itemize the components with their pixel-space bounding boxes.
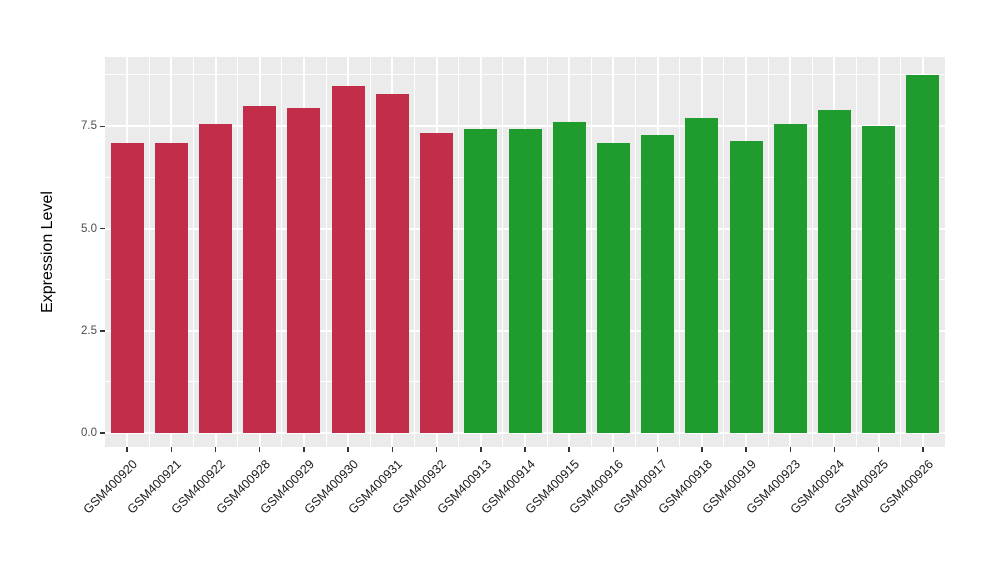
gridline-vertical-minor	[679, 57, 681, 447]
bar	[110, 142, 144, 433]
gridline-vertical-minor	[502, 57, 504, 447]
gridline-vertical-minor	[148, 57, 150, 447]
bar	[685, 118, 719, 433]
chart-panel	[105, 57, 945, 447]
gridline-vertical-minor	[237, 57, 239, 447]
gridline-vertical-minor	[767, 57, 769, 447]
gridline-vertical-minor	[723, 57, 725, 447]
bar	[729, 140, 763, 433]
x-tick-mark	[391, 447, 394, 452]
x-tick-mark	[789, 447, 791, 452]
gridline-vertical-minor	[458, 57, 460, 447]
x-tick-mark	[745, 447, 747, 452]
y-tick-mark	[100, 227, 105, 230]
bar	[199, 124, 233, 433]
x-tick-mark	[170, 447, 173, 452]
y-tick-mark	[100, 330, 105, 332]
gridline-vertical-minor	[590, 57, 592, 447]
bar	[243, 106, 277, 433]
y-tick-mark	[100, 432, 105, 434]
bar	[641, 134, 675, 433]
bar	[906, 75, 940, 433]
x-tick-mark	[612, 447, 615, 452]
bar	[552, 122, 586, 433]
gridline-vertical-minor	[325, 57, 327, 447]
bar	[420, 132, 454, 433]
gridline-vertical-minor	[369, 57, 371, 447]
bar	[773, 124, 807, 433]
y-tick-mark	[100, 125, 105, 128]
x-tick-mark	[656, 447, 659, 452]
x-tick-mark	[435, 447, 438, 452]
x-tick-mark	[258, 447, 261, 452]
gridline-vertical-minor	[856, 57, 858, 447]
bar	[331, 85, 365, 433]
gridline-vertical-minor	[635, 57, 637, 447]
bar	[375, 93, 409, 433]
y-axis-title-text: Expression Level	[39, 191, 56, 313]
bar	[817, 110, 851, 433]
x-tick-mark	[480, 447, 482, 452]
x-tick-mark	[568, 447, 570, 452]
bar	[287, 108, 321, 433]
x-tick-mark	[833, 447, 836, 452]
gridline-vertical-minor	[900, 57, 902, 447]
x-tick-mark	[877, 447, 880, 452]
x-tick-mark	[303, 447, 305, 452]
x-tick-mark	[524, 447, 526, 452]
gridline-vertical-minor	[546, 57, 548, 447]
bar	[508, 128, 542, 433]
x-tick-mark	[214, 447, 217, 452]
gridline-vertical-minor	[192, 57, 194, 447]
gridline-vertical-minor	[413, 57, 415, 447]
bar	[154, 142, 188, 433]
y-tick-label: 5.0	[81, 222, 97, 235]
x-tick-mark	[701, 447, 703, 452]
gridline-vertical-minor	[811, 57, 813, 447]
x-tick-mark	[922, 447, 924, 452]
y-tick-label: 7.5	[81, 120, 97, 133]
y-tick-label: 2.5	[81, 324, 97, 337]
y-tick-label: 0.0	[81, 427, 97, 439]
x-tick-mark	[347, 447, 349, 452]
bar	[862, 126, 896, 433]
x-tick-mark	[126, 447, 128, 452]
bar	[596, 142, 630, 433]
bar	[464, 128, 498, 433]
gridline-vertical-minor	[281, 57, 283, 447]
